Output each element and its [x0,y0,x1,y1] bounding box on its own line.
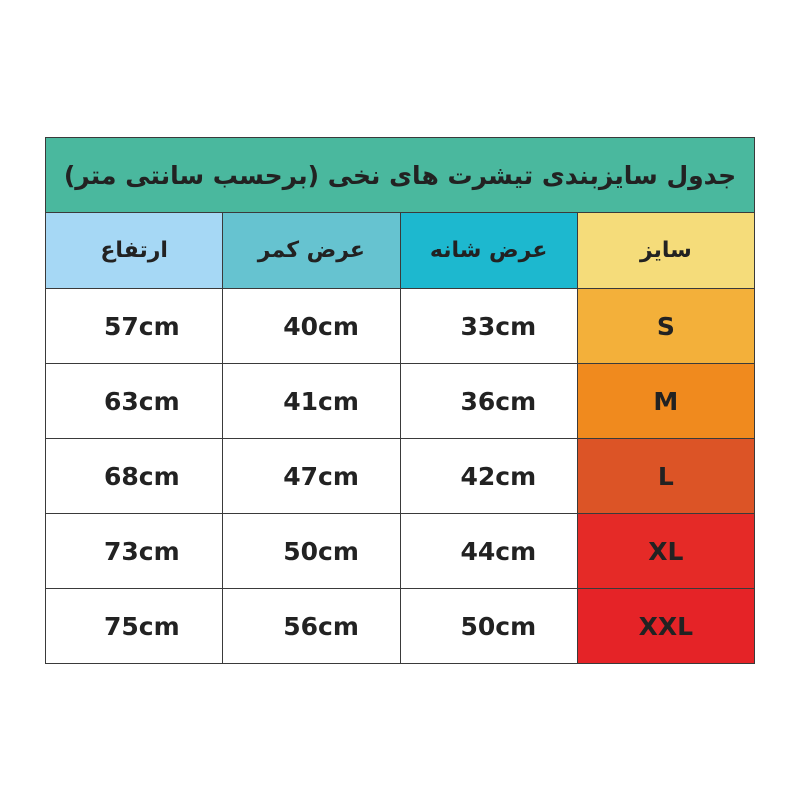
shoulder-cell: 33cm [399,288,578,364]
shoulder-cell: 42cm [399,438,578,514]
header-shoulder: عرض شانه [399,212,578,289]
shoulder-cell: 36cm [399,363,578,439]
waist-cell: 47cm [222,438,401,514]
table-row: 68cm 47cm 42cm L [44,438,756,514]
height-cell: 73cm [44,513,224,589]
header-row: ارتفاع عرض کمر عرض شانه سایز [44,212,756,289]
table-row: 75cm 56cm 50cm XXL [44,588,756,664]
shoulder-cell: 50cm [399,588,578,664]
size-cell: XXL [576,588,756,664]
size-cell: M [576,363,756,439]
size-cell: XL [576,513,756,589]
size-chart-table: جدول سایزبندی تیشرت های نخی (برحسب سانتی… [44,137,756,664]
height-cell: 57cm [44,288,224,364]
shoulder-cell: 44cm [399,513,578,589]
table-title: جدول سایزبندی تیشرت های نخی (برحسب سانتی… [45,137,755,213]
size-cell: L [576,438,756,514]
height-cell: 63cm [44,363,224,439]
waist-cell: 56cm [222,588,401,664]
table-row: 63cm 41cm 36cm M [44,363,756,439]
header-waist: عرض کمر [222,212,401,289]
waist-cell: 41cm [222,363,401,439]
table-row: 73cm 50cm 44cm XL [44,513,756,589]
header-height: ارتفاع [44,212,224,289]
waist-cell: 40cm [222,288,401,364]
table-row: 57cm 40cm 33cm S [44,288,756,364]
header-size: سایز [576,212,756,289]
height-cell: 75cm [44,588,224,664]
waist-cell: 50cm [222,513,401,589]
size-cell: S [576,288,756,364]
title-row: جدول سایزبندی تیشرت های نخی (برحسب سانتی… [45,137,755,213]
height-cell: 68cm [44,438,224,514]
